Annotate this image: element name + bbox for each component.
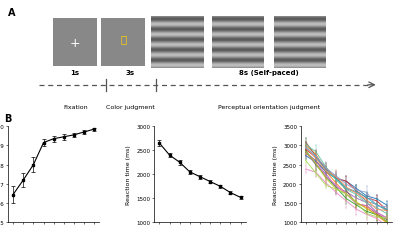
Y-axis label: Reaction time (ms): Reaction time (ms)	[126, 145, 131, 204]
Text: Fixation: Fixation	[63, 105, 88, 110]
FancyBboxPatch shape	[53, 19, 97, 67]
Y-axis label: Reaction time (ms): Reaction time (ms)	[272, 145, 278, 204]
Text: B: B	[4, 114, 11, 123]
Text: 1s: 1s	[71, 70, 80, 76]
Text: 캑: 캑	[120, 35, 126, 44]
FancyBboxPatch shape	[101, 19, 145, 67]
Text: 8s (Self-paced): 8s (Self-paced)	[239, 70, 299, 76]
Text: +: +	[70, 37, 80, 50]
Text: Perceptual orientation judgment: Perceptual orientation judgment	[218, 105, 320, 110]
Text: A: A	[8, 8, 16, 18]
Text: 3s: 3s	[126, 70, 135, 76]
Text: Color judgment: Color judgment	[106, 105, 154, 110]
